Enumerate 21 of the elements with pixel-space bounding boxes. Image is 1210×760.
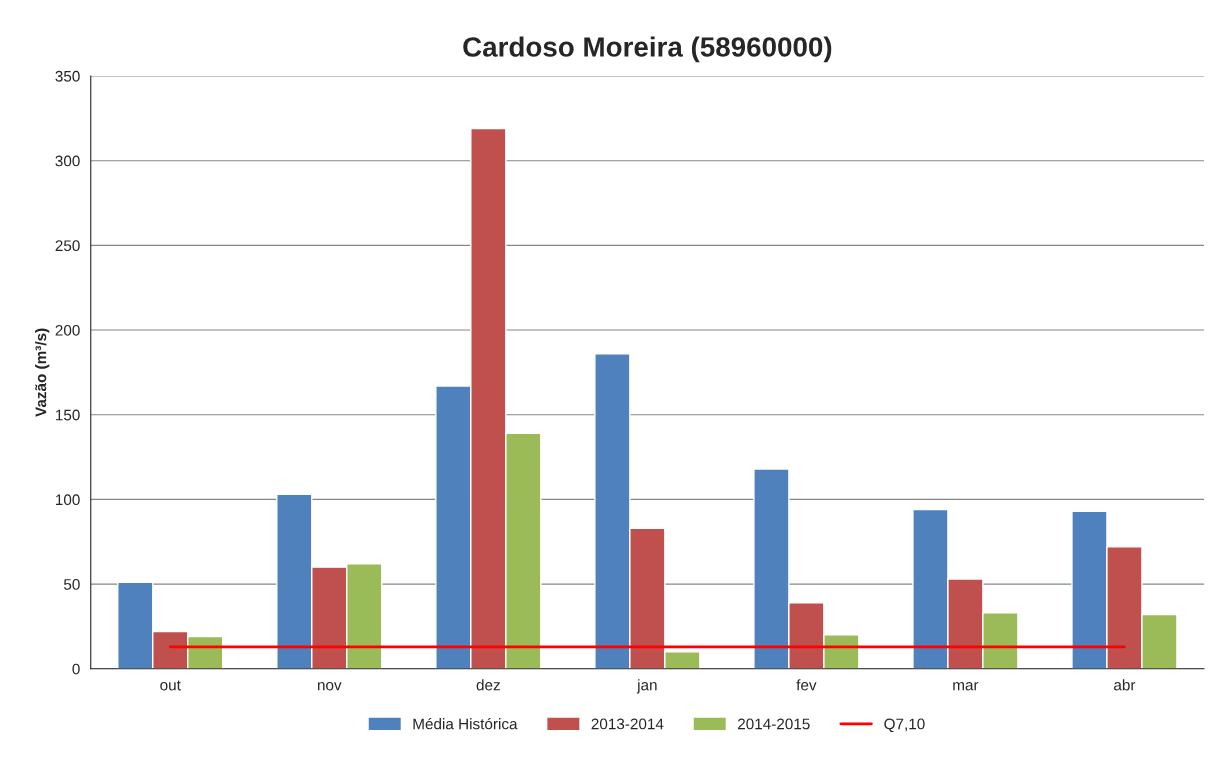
x-tick-label: dez <box>476 679 500 691</box>
x-tick-label: nov <box>317 682 342 691</box>
y-tick-label: 350 <box>55 70 80 82</box>
legend-label: 2014-2015 <box>738 718 810 730</box>
y-tick-label: 300 <box>55 155 80 167</box>
chart-title: Cardoso Moreira (58960000) <box>463 36 832 63</box>
y-tick-label: 50 <box>63 578 80 590</box>
legend-label: 2013-2014 <box>591 718 664 730</box>
x-tick-label: jan <box>636 679 657 694</box>
y-tick-label: 200 <box>55 324 80 336</box>
y-tick-label: 0 <box>72 663 80 675</box>
y-tick-label: 250 <box>55 240 80 252</box>
x-tick-label: abr <box>1114 679 1136 691</box>
y-axis-title: Vazão (m³/s) <box>35 328 50 417</box>
y-tick-label: 150 <box>56 409 80 421</box>
x-tick-label: mar <box>953 682 979 691</box>
x-tick-label: fev <box>796 679 817 691</box>
legend-label: Média Histórica <box>413 717 518 730</box>
y-tick-label: 100 <box>56 494 80 506</box>
x-tick-label: out <box>160 680 181 691</box>
legend-label: Q7,10 <box>884 718 925 733</box>
